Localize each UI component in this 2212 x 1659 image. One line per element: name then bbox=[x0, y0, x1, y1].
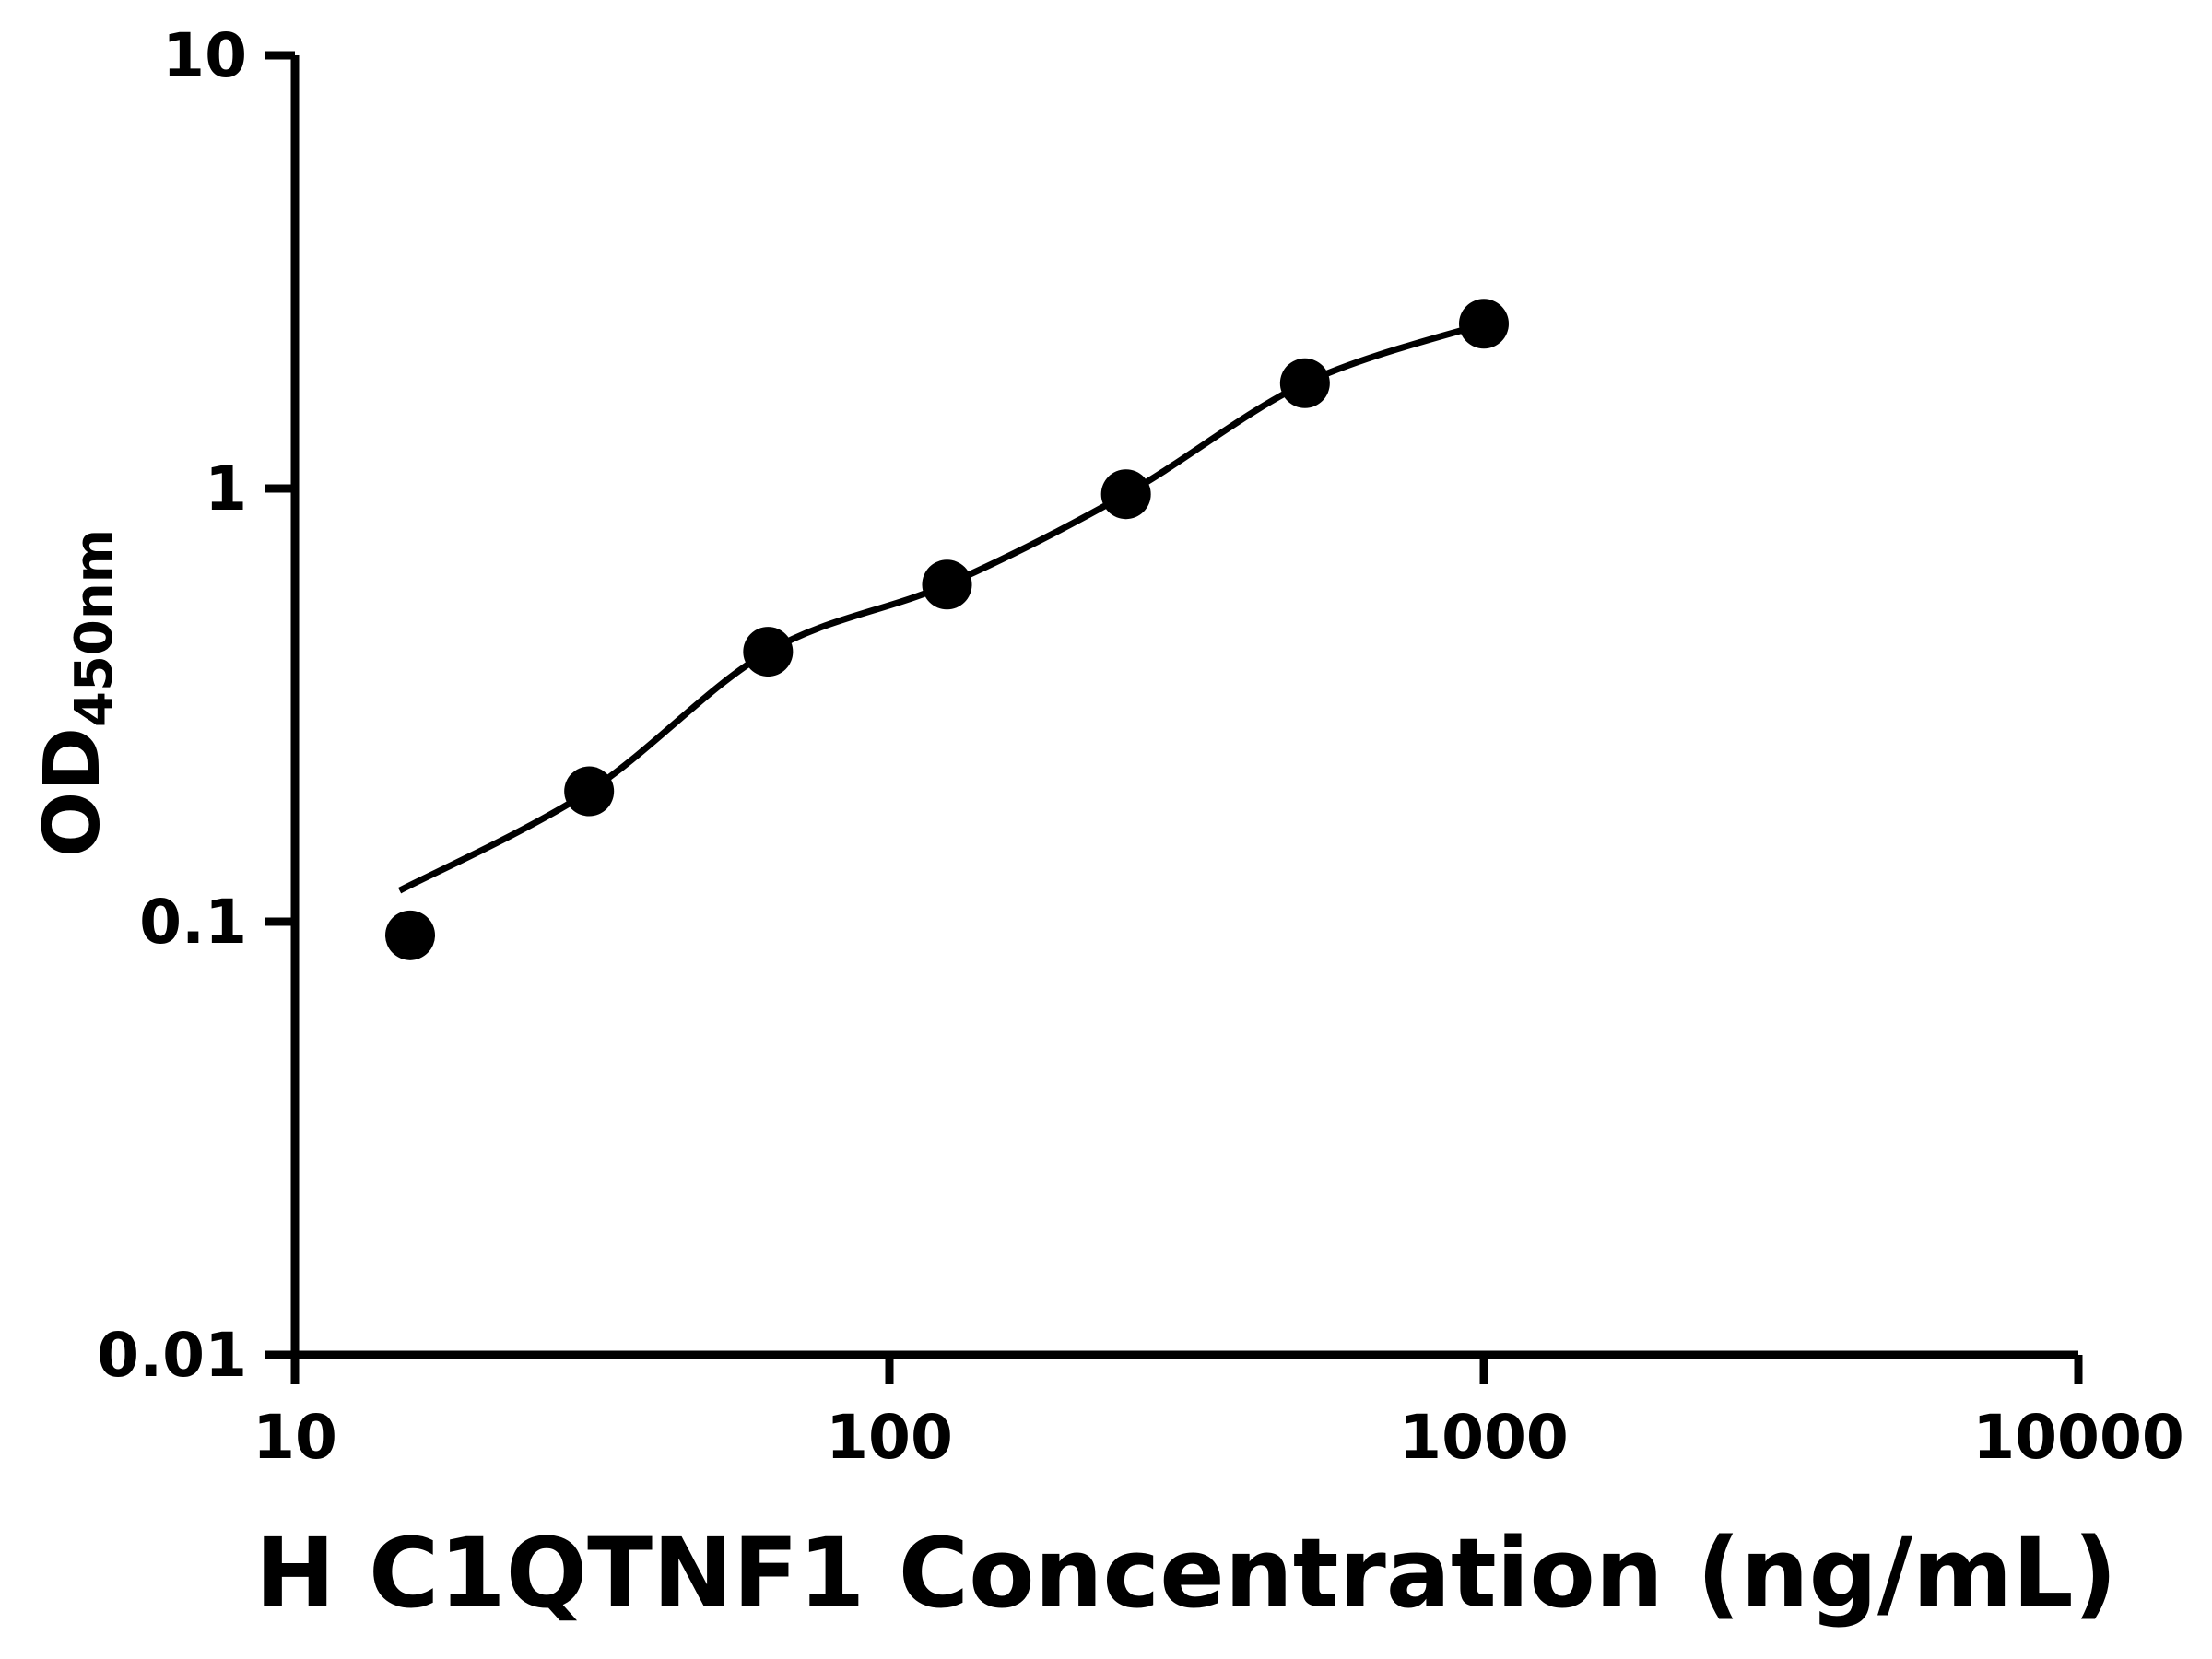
x-tick-label: 10000 bbox=[1972, 1402, 2184, 1473]
data-point bbox=[564, 766, 615, 817]
x-axis-title: H C1QTNF1 Concentration (ng/mL) bbox=[254, 1517, 2118, 1630]
axis-spines bbox=[290, 55, 2078, 1359]
y-axis-title: OD450nm bbox=[27, 529, 124, 857]
data-point bbox=[743, 627, 794, 677]
x-tick-label: 10 bbox=[253, 1402, 337, 1473]
data-point bbox=[1459, 299, 1509, 349]
data-point bbox=[1279, 358, 1330, 408]
data-point bbox=[1100, 469, 1151, 520]
y-tick-label: 1 bbox=[205, 453, 247, 524]
y-tick-label: 0.01 bbox=[97, 1320, 247, 1391]
y-tick-label: 0.1 bbox=[139, 887, 247, 958]
y-axis-title-main: OD bbox=[27, 726, 117, 858]
data-point bbox=[385, 910, 436, 960]
x-tick-label: 100 bbox=[826, 1402, 953, 1473]
data-point bbox=[922, 559, 972, 610]
y-tick-label: 10 bbox=[162, 20, 247, 91]
x-tick-label: 1000 bbox=[1399, 1402, 1569, 1473]
y-axis-title-subscript: 450nm bbox=[65, 528, 124, 727]
